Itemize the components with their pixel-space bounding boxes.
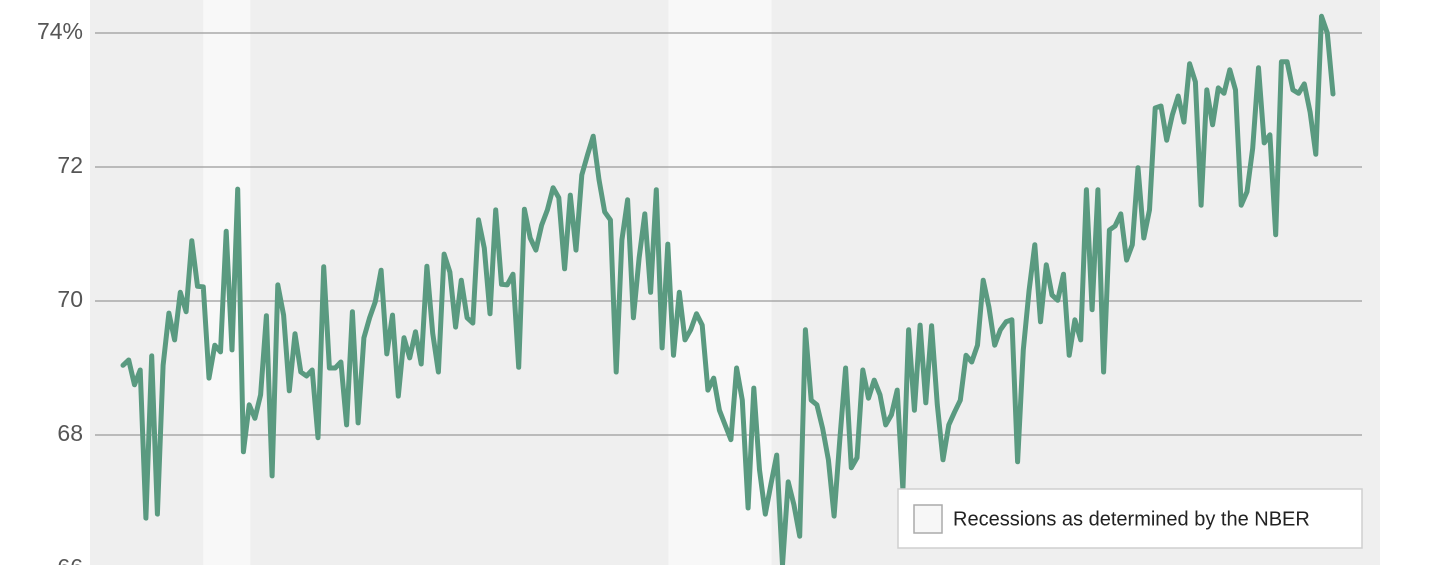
y-tick-label: 72 <box>57 152 83 178</box>
y-tick-label: 68 <box>57 420 83 446</box>
y-tick-label: 74% <box>37 18 83 44</box>
recession-band <box>668 0 772 565</box>
y-tick-label: 66 <box>57 554 83 565</box>
legend: Recessions as determined by the NBER <box>897 488 1363 549</box>
legend-box <box>897 488 1363 549</box>
data-line <box>120 13 1336 565</box>
legend-swatch <box>913 504 943 534</box>
y-tick-label: 70 <box>57 286 83 312</box>
legend-label: Recessions as determined by the NBER <box>953 508 1310 530</box>
